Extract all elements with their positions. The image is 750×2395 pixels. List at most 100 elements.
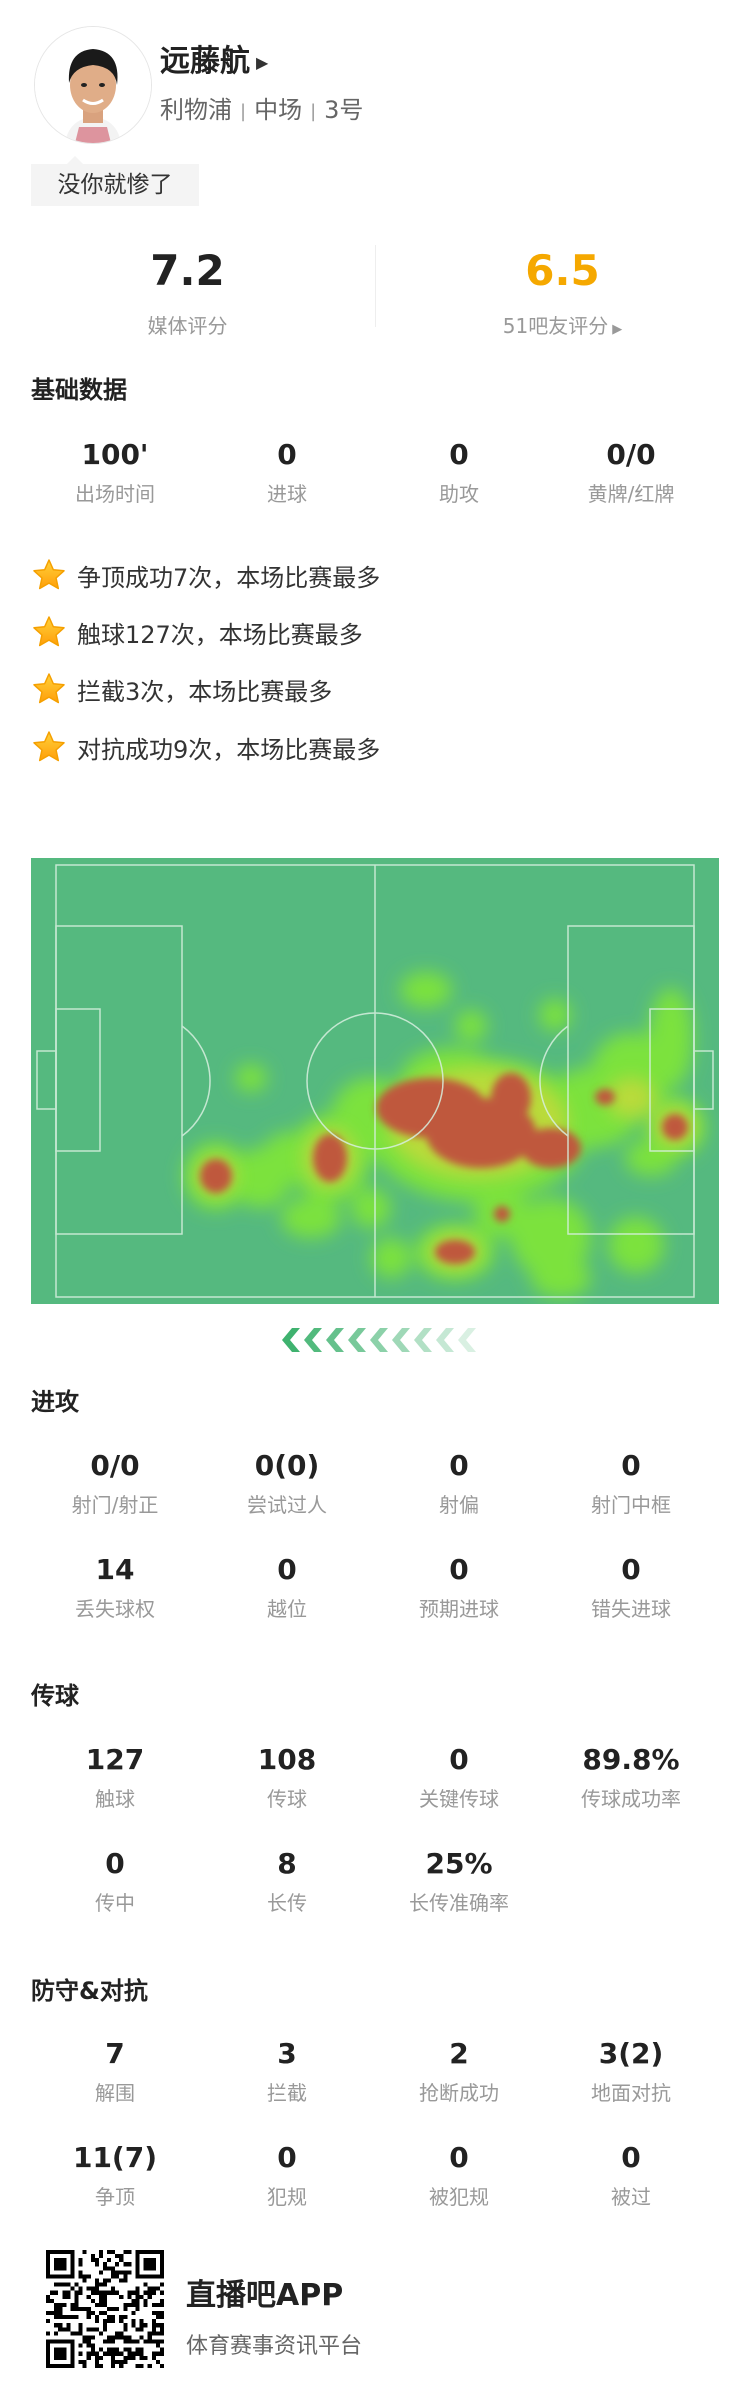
section-title-basic: 基础数据 <box>31 376 127 404</box>
player-name: 远藤航 <box>160 44 250 79</box>
heat-spot <box>539 999 571 1031</box>
highlight-item: 触球127次，本场比赛最多 <box>31 614 363 650</box>
basic-stats: 100' 出场时间 0 进球 0 助攻 0/0 黄牌/红牌 <box>29 438 717 542</box>
highlight-item: 对抗成功9次，本场比赛最多 <box>31 729 380 765</box>
stat-label: 犯规 <box>267 2185 307 2209</box>
stat-value: 3 <box>277 2037 297 2070</box>
stat-attack: 0/0 射门/射正 <box>29 1449 201 1553</box>
stat-attack: 0 预期进球 <box>373 1553 545 1657</box>
heat-spot <box>491 1073 531 1123</box>
player-name-link[interactable]: 远藤航 ▶ <box>160 36 268 80</box>
attack-stats: 0/0 射门/射正 0(0) 尝试过人 0 射偏 0 射门中框 14 丢失球权 0 越位 0 预期进球 0 错… <box>29 1449 717 1657</box>
stat-value: 0 <box>621 2141 641 2174</box>
stat-value: 25% <box>425 1847 493 1880</box>
stat-value: 2 <box>449 2037 469 2070</box>
stat-defense: 0 被过 <box>545 2141 717 2245</box>
stat-passing: 0 传中 <box>29 1847 201 1951</box>
star-icon <box>33 559 65 590</box>
star-icon <box>33 731 65 762</box>
chevron-left-icon <box>326 1328 344 1352</box>
qr-code <box>46 2250 164 2368</box>
stat-label: 拦截 <box>267 2081 307 2105</box>
stat-label: 射门中框 <box>591 1493 671 1517</box>
stat-basic: 0 进球 <box>201 438 373 542</box>
heat-spot <box>371 1238 411 1278</box>
fan-rating-label: 51吧友评分 <box>502 314 609 338</box>
stat-basic: 100' 出场时间 <box>29 438 201 542</box>
heat-spot <box>281 1198 341 1238</box>
stat-value: 108 <box>257 1743 317 1776</box>
stat-label: 错失进球 <box>591 1597 671 1621</box>
stat-label: 越位 <box>267 1597 307 1621</box>
stat-defense: 3(2) 地面对抗 <box>545 2037 717 2141</box>
stat-value: 11(7) <box>72 2141 158 2174</box>
stat-attack: 0 错失进球 <box>545 1553 717 1657</box>
highlight-text: 触球127次，本场比赛最多 <box>77 620 363 649</box>
heat-spot <box>235 1064 267 1092</box>
separator: | <box>240 100 247 122</box>
stat-label: 黄牌/红牌 <box>587 482 675 506</box>
stat-attack: 0 射门中框 <box>545 1449 717 1553</box>
chevron-left-icon <box>436 1328 454 1352</box>
stat-defense: 0 犯规 <box>201 2141 373 2245</box>
stat-value: 0 <box>621 1553 641 1586</box>
stat-passing: 25% 长传准确率 <box>373 1847 545 1951</box>
heat-spot <box>351 1188 391 1228</box>
heat-spot <box>521 1128 581 1168</box>
media-rating-label: 媒体评分 <box>147 314 228 338</box>
heat-spot <box>435 1240 475 1264</box>
chevron-left-icon <box>458 1328 476 1352</box>
shirt-number: 3号 <box>324 96 364 124</box>
highlight-item: 争顶成功7次，本场比赛最多 <box>31 557 380 593</box>
stat-value: 0 <box>105 1847 125 1880</box>
stat-value: 0 <box>277 438 297 471</box>
player-info: 利物浦 | 中场 | 3号 <box>160 90 363 125</box>
stat-value: 127 <box>85 1743 145 1776</box>
heat-spot <box>625 1140 677 1176</box>
heat-spot <box>313 1134 347 1182</box>
heat-spot <box>607 1078 655 1118</box>
defense-stats: 7 解围 3 拦截 2 抢断成功 3(2) 地面对抗 11(7) 争顶 0 犯规 0 被犯规 0 被过 <box>29 2037 717 2245</box>
team-name: 利物浦 <box>160 96 232 124</box>
heat-spot <box>649 988 693 1088</box>
section-title-defense: 防守&对抗 <box>31 1977 148 2005</box>
stat-value: 89.8% <box>582 1743 680 1776</box>
stat-label: 抢断成功 <box>419 2081 499 2105</box>
fan-rating[interactable]: 6.5 51吧友评分 ▶ <box>375 246 750 339</box>
stat-value: 0 <box>449 1553 469 1586</box>
stat-value: 3(2) <box>598 2037 664 2070</box>
stat-defense: 11(7) 争顶 <box>29 2141 201 2245</box>
stat-label: 关键传球 <box>419 1787 499 1811</box>
stat-label: 长传 <box>267 1891 307 1915</box>
stat-passing: 89.8% 传球成功率 <box>545 1743 717 1847</box>
star-icon <box>33 673 65 704</box>
stat-defense: 0 被犯规 <box>373 2141 545 2245</box>
stat-label: 长传准确率 <box>409 1891 509 1915</box>
separator: | <box>310 100 317 122</box>
pitch-lines <box>36 864 714 1298</box>
heat-spot <box>595 1089 615 1105</box>
media-rating: 7.2 媒体评分 <box>0 246 375 339</box>
stat-defense: 7 解围 <box>29 2037 201 2141</box>
caret-right-icon: ▶ <box>612 322 623 337</box>
stat-attack: 0 越位 <box>201 1553 373 1657</box>
avatar[interactable] <box>34 26 152 144</box>
stat-label: 预期进球 <box>419 1597 499 1621</box>
divider <box>375 245 376 327</box>
attack-direction-chevrons <box>282 1328 476 1352</box>
chevron-left-icon <box>348 1328 366 1352</box>
stat-value: 0 <box>449 1743 469 1776</box>
highlight-text: 争顶成功7次，本场比赛最多 <box>77 563 381 592</box>
heat-spot <box>200 1159 232 1193</box>
passing-stats: 127 触球 108 传球 0 关键传球 89.8% 传球成功率 0 传中 8 长传 25% 长传准确率 <box>29 1743 717 1951</box>
stat-label: 射偏 <box>439 1493 479 1517</box>
stat-label: 传中 <box>95 1891 135 1915</box>
heat-spot <box>608 1217 664 1273</box>
heat-spot <box>662 1114 688 1140</box>
stat-label: 解围 <box>95 2081 135 2105</box>
stat-label: 出场时间 <box>75 482 155 506</box>
stat-label: 触球 <box>95 1787 135 1811</box>
stat-value: 0 <box>449 2141 469 2174</box>
stat-value: 100' <box>81 438 149 471</box>
section-title-attack: 进攻 <box>31 1388 79 1416</box>
